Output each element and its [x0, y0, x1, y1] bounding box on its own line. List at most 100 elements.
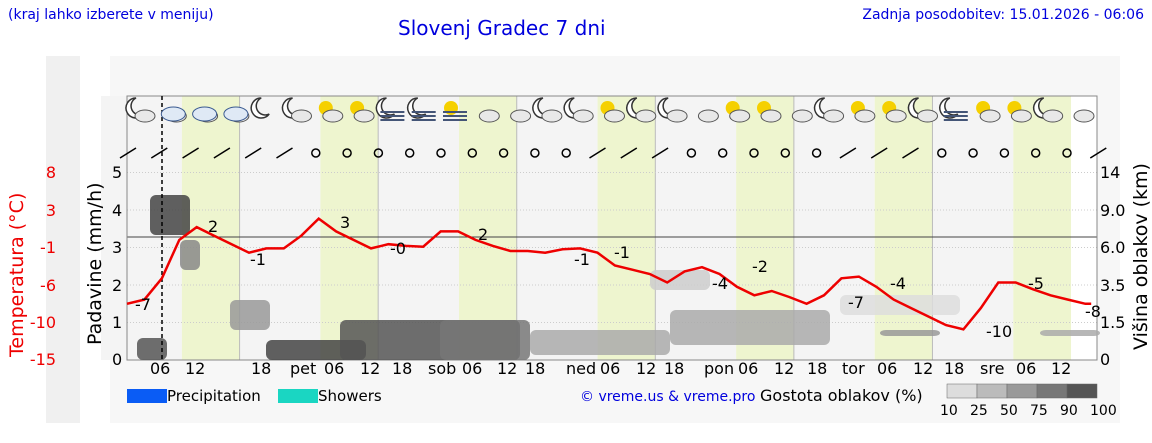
temperature-line [126, 216, 1092, 331]
x-tick: pet [290, 359, 317, 378]
svg-text:25: 25 [970, 403, 988, 419]
precipitation-axis-label: Padavine (mm/h) [84, 182, 106, 345]
x-tick: 12 [774, 359, 795, 378]
temp-tick: -1 [40, 238, 56, 257]
cloud-icon [510, 109, 532, 123]
sun-cloud-icon [318, 101, 344, 123]
svg-text:-0: -0 [390, 239, 406, 258]
sun-cloud-icon [757, 101, 782, 123]
temp-tick: 3 [45, 201, 56, 220]
moon-cloud-icon [1032, 97, 1064, 123]
svg-text:90: 90 [1060, 403, 1078, 419]
x-tick: 06 [1016, 359, 1037, 378]
precip-tick: 2 [112, 276, 123, 295]
cloud-density-label: Gostota oblakov (%) [760, 386, 923, 405]
cloud-height-axis-label: Višina oblakov (km) [1130, 163, 1152, 350]
moon-cloud-icon [125, 97, 156, 123]
precip-tick: 0 [112, 350, 123, 369]
precip-tick: 5 [112, 163, 123, 182]
moon-cloud-icon [657, 97, 688, 123]
moon-icon [250, 97, 270, 119]
x-tick: 12 [497, 359, 518, 378]
svg-text:-1: -1 [250, 250, 266, 269]
cloud-icon [478, 109, 500, 123]
cloud-height-tick: 1.5 [1100, 313, 1126, 332]
svg-text:3: 3 [340, 213, 350, 232]
cloud-height-tick: 6.0 [1100, 238, 1126, 257]
x-tick: tor [842, 359, 865, 378]
x-tick: 18 [251, 359, 272, 378]
x-tick: 18 [392, 359, 413, 378]
precip-tick: 1 [112, 313, 123, 332]
svg-text:100: 100 [1090, 403, 1117, 419]
cloud-height-tick: 14 [1100, 163, 1121, 182]
sun-cloud-icon [882, 101, 907, 123]
svg-text:50: 50 [1000, 403, 1018, 419]
sun-cloud-icon [600, 101, 625, 123]
sun-cloud-icon [350, 101, 375, 123]
x-tick: 06 [738, 359, 759, 378]
moon-fog-icon [939, 97, 968, 121]
x-tick: pon [704, 359, 735, 378]
svg-text:-8: -8 [1085, 302, 1101, 321]
svg-text:75: 75 [1030, 403, 1048, 419]
cloud-height-tick: 0 [1100, 350, 1111, 369]
sun-cloud-icon [850, 101, 876, 123]
x-tick: 06 [877, 359, 898, 378]
svg-text:-2: -2 [752, 257, 768, 276]
svg-text:-1: -1 [574, 250, 590, 269]
moon-cloud-icon [907, 97, 938, 123]
x-tick: sob [428, 359, 457, 378]
moon-cloud-icon [813, 97, 845, 123]
temp-tick: 8 [45, 163, 56, 182]
moon-cloud-icon [532, 97, 563, 123]
sun-cloud-icon [976, 101, 1001, 123]
x-tick: 06 [150, 359, 171, 378]
moon-cloud-icon [626, 97, 657, 123]
x-tick: 18 [525, 359, 546, 378]
sun-fog-icon [443, 101, 467, 121]
svg-text:2: 2 [208, 217, 218, 236]
x-tick: 12 [636, 359, 657, 378]
x-tick: 12 [185, 359, 206, 378]
last-update: Zadnja posodobitev: 15.01.2026 - 06:06 [862, 7, 1144, 23]
x-tick: 06 [462, 359, 483, 378]
moon-fog-icon [406, 97, 436, 121]
x-tick: 18 [664, 359, 685, 378]
precip-tick: 3 [112, 238, 123, 257]
legend-precipitation: Precipitation [167, 387, 261, 405]
cloud-rain-icon [223, 106, 250, 123]
precip-tick: 4 [112, 201, 123, 220]
showers-swatch [278, 389, 318, 403]
x-tick: 06 [600, 359, 621, 378]
moon-fog-icon [375, 97, 405, 121]
cloud-rain-icon [192, 106, 219, 123]
cloud-rain-icon [160, 106, 187, 123]
cloud-icon [791, 109, 813, 123]
svg-text:-7: -7 [848, 293, 864, 312]
temp-tick: -15 [29, 350, 56, 369]
svg-text:-7: -7 [135, 295, 151, 314]
temp-tick: -6 [40, 276, 56, 295]
x-tick: 12 [1051, 359, 1072, 378]
x-tick: 12 [913, 359, 934, 378]
x-tick: 18 [944, 359, 965, 378]
svg-text:10: 10 [940, 403, 958, 419]
cloud-icon [697, 109, 719, 123]
page-title: Slovenj Gradec 7 dni [398, 16, 606, 40]
temp-tick: -10 [29, 313, 56, 332]
x-tick: 12 [360, 359, 381, 378]
svg-text:-4: -4 [712, 274, 728, 293]
x-tick: 18 [807, 359, 828, 378]
svg-text:2: 2 [478, 225, 488, 244]
cloud-height-tick: 9.0 [1100, 201, 1126, 220]
location-hint: (kraj lahko izberete v meniju) [8, 7, 214, 23]
moon-cloud-icon [563, 97, 594, 123]
cloud-height-tick: 3.5 [1100, 276, 1126, 295]
cloud-icon [1073, 109, 1095, 123]
x-tick: sre [980, 359, 1005, 378]
x-tick: ned [566, 359, 597, 378]
x-tick: 06 [324, 359, 345, 378]
copyright-link[interactable]: © vreme.us & vreme.pro [580, 389, 756, 405]
